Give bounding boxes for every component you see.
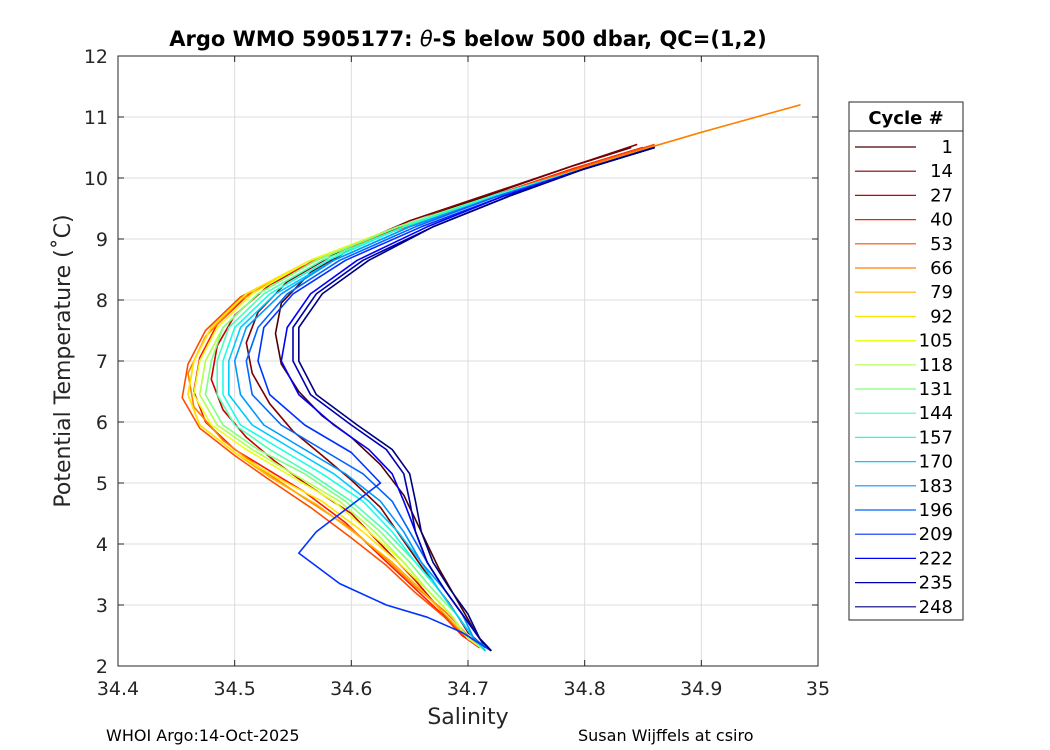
- x-axis-label: Salinity: [427, 705, 508, 730]
- x-tick-label: 34.4: [97, 678, 139, 700]
- chart-title: Argo WMO 5905177: θ-S below 500 dbar, QC…: [169, 27, 766, 51]
- legend-label-cycle-170: 170: [919, 452, 953, 473]
- legend-label-cycle-53: 53: [930, 234, 953, 255]
- y-tick-label: 6: [96, 412, 108, 434]
- legend-label-cycle-209: 209: [919, 524, 953, 545]
- footer-left: WHOI Argo:14-Oct-2025: [106, 726, 300, 745]
- footer-right: Susan Wijffels at csiro: [578, 726, 754, 745]
- legend-label-cycle-235: 235: [919, 573, 953, 594]
- series-line-cycle-209: [257, 146, 655, 652]
- x-tick-label: 34.8: [564, 678, 606, 700]
- y-tick-label: 4: [96, 534, 108, 556]
- legend-label-cycle-92: 92: [930, 306, 953, 327]
- y-tick-label: 11: [84, 107, 108, 129]
- x-tick-label: 34.9: [680, 678, 722, 700]
- y-tick-label: 12: [84, 46, 108, 68]
- y-tick-label: 9: [96, 229, 108, 251]
- x-tick-label: 34.6: [330, 678, 372, 700]
- legend-label-cycle-105: 105: [919, 331, 953, 352]
- x-tick-label: 34.5: [214, 678, 256, 700]
- legend-label-cycle-222: 222: [919, 548, 953, 569]
- legend-label-cycle-196: 196: [919, 500, 953, 521]
- y-axis-label: Potential Temperature (˚C): [51, 214, 76, 507]
- legend-label-cycle-1: 1: [942, 137, 953, 158]
- series-line-cycle-14: [245, 143, 638, 649]
- x-tick-label: 35: [806, 678, 830, 700]
- legend-label-cycle-79: 79: [930, 282, 953, 303]
- y-tick-label: 7: [96, 351, 108, 373]
- y-tick-label: 10: [84, 168, 108, 190]
- legend-label-cycle-144: 144: [919, 403, 953, 424]
- legend-title: Cycle #: [868, 108, 943, 129]
- series-line-cycle-248: [297, 146, 655, 652]
- legend-label-cycle-40: 40: [930, 210, 953, 231]
- legend-label-cycle-118: 118: [919, 355, 953, 376]
- data-series: [181, 104, 801, 652]
- legend-label-cycle-157: 157: [919, 427, 953, 448]
- legend-label-cycle-66: 66: [930, 258, 953, 279]
- x-tick-label: 34.7: [447, 678, 489, 700]
- legend-label-cycle-131: 131: [919, 379, 953, 400]
- series-line-cycle-131: [204, 146, 655, 652]
- y-tick-label: 3: [96, 595, 108, 617]
- axis-ticks: 34.4 34.5 34.6 34.7 34.8 34.9 35 2 3 4 5 6 7 8 9 10 11 12: [84, 46, 830, 700]
- legend-label-cycle-27: 27: [930, 185, 953, 206]
- y-tick-label: 8: [96, 290, 108, 312]
- legend-label-cycle-14: 14: [930, 161, 953, 182]
- y-tick-label: 5: [96, 473, 108, 495]
- legend-label-cycle-183: 183: [919, 476, 953, 497]
- legend-items: 1 14 27 40 53 66 79 92 105 118 131 144 157 170 183 196 2…: [855, 137, 953, 618]
- legend-label-cycle-248: 248: [919, 597, 953, 618]
- legend: Cycle # 1 14 27 40 53 66 79 92 105 118 131 144 157 17…: [848, 101, 964, 621]
- y-tick-label: 2: [96, 656, 108, 678]
